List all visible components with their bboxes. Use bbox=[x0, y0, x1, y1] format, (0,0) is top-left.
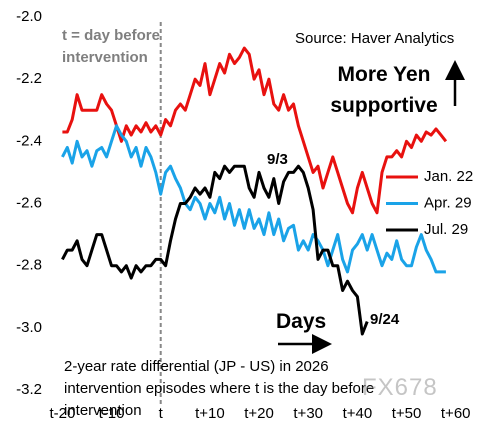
legend-label: Jan. 22 bbox=[424, 168, 473, 185]
x-tick-label: t+10 bbox=[195, 405, 225, 422]
y-tick-label: -2.0 bbox=[16, 8, 42, 25]
legend-label: Jul. 29 bbox=[424, 221, 468, 238]
x-tick-label: t+30 bbox=[293, 405, 323, 422]
direction-note: More Yen supportive bbox=[330, 63, 438, 117]
days-label: Days bbox=[276, 310, 327, 333]
x-tick-label: t+60 bbox=[441, 405, 471, 422]
x-tick-label: t+20 bbox=[244, 405, 274, 422]
y-tick-label: -2.8 bbox=[16, 257, 42, 274]
y-tick-label: -2.6 bbox=[16, 194, 42, 211]
series-line bbox=[62, 46, 448, 215]
y-tick-label: -2.2 bbox=[16, 70, 42, 87]
caption: 2-year rate differential (JP - US) in 20… bbox=[64, 358, 375, 419]
x-tick-label: t-20 bbox=[49, 405, 75, 422]
x-tick-label: t+40 bbox=[343, 405, 373, 422]
reference-note: t = day before intervention bbox=[62, 27, 160, 66]
x-tick-label: t bbox=[159, 405, 164, 422]
source: Source: Haver Analytics bbox=[295, 30, 455, 47]
date-label: 9/3 bbox=[267, 151, 288, 168]
x-tick-label: t+50 bbox=[392, 405, 422, 422]
x-tick-label: t-10 bbox=[99, 405, 125, 422]
series-line bbox=[61, 164, 369, 336]
y-tick-label: -2.4 bbox=[16, 132, 42, 149]
series-line bbox=[61, 124, 446, 274]
date-label: 9/24 bbox=[370, 311, 400, 328]
watermark: FX678 bbox=[362, 374, 438, 401]
y-tick-label: -3.0 bbox=[16, 319, 42, 336]
legend-label: Apr. 29 bbox=[424, 194, 472, 211]
y-tick-label: -3.2 bbox=[16, 381, 42, 398]
